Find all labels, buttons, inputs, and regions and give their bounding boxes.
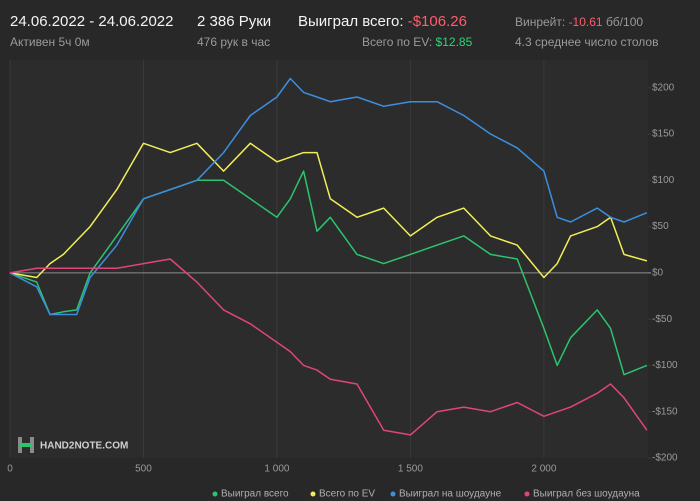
x-tick-label: 1 500 <box>398 464 423 475</box>
winrate: Винрейт: -10.61 бб/100 <box>515 15 643 29</box>
legend-label: Всего по EV <box>319 489 375 500</box>
x-tick-label: 1 000 <box>264 464 289 475</box>
hands-per-hour: 476 рук в час <box>197 35 271 49</box>
y-tick-label: $200 <box>652 82 675 93</box>
unit: бб/100 <box>605 15 644 29</box>
legend-marker <box>212 491 218 497</box>
y-tick-label: $100 <box>652 175 675 186</box>
legend-label: Выиграл всего <box>221 489 289 500</box>
y-tick-label: -$100 <box>652 360 678 371</box>
won-total: Выиграл всего: -$106.26 <box>298 13 467 30</box>
legend-marker <box>390 491 396 497</box>
label: Всего по EV: <box>362 35 433 49</box>
ev-total: Всего по EV: $12.85 <box>362 35 472 49</box>
y-tick-label: -$50 <box>652 314 672 325</box>
series-line <box>9 258 648 436</box>
y-tick-label: -$200 <box>652 453 678 464</box>
legend-label: Выиграл на шоудауне <box>399 489 502 500</box>
x-tick-label: 2 000 <box>531 464 556 475</box>
value: -10.61 <box>568 15 603 29</box>
legend-label: Выиграл без шоудауна <box>533 488 640 500</box>
legend-marker <box>310 491 316 497</box>
series-line <box>9 77 648 316</box>
legend-marker <box>524 491 530 497</box>
value: $12.85 <box>435 35 473 49</box>
y-tick-label: $50 <box>652 221 669 232</box>
tables: 4.3 среднее число столов <box>515 35 659 49</box>
logo-bar <box>20 443 32 447</box>
plot-area <box>10 60 648 458</box>
x-tick-label: 0 <box>7 464 13 475</box>
y-tick-label: $0 <box>652 268 664 279</box>
series-line <box>9 142 648 279</box>
x-tick-label: 500 <box>135 464 152 475</box>
series-line <box>9 170 648 376</box>
hands: 2 386 Руки <box>197 13 272 30</box>
dates: 24.06.2022 - 24.06.2022 <box>10 13 174 30</box>
label: Выиграл всего: <box>298 13 404 30</box>
logo <box>18 437 34 453</box>
active-time: Активен 5ч 0м <box>10 35 90 49</box>
y-tick-label: $150 <box>652 129 675 140</box>
value: -$106.26 <box>407 13 467 30</box>
watermark: HAND2NOTE.COM <box>40 441 128 452</box>
y-tick-label: -$150 <box>652 406 678 417</box>
label: Винрейт: <box>515 15 566 29</box>
